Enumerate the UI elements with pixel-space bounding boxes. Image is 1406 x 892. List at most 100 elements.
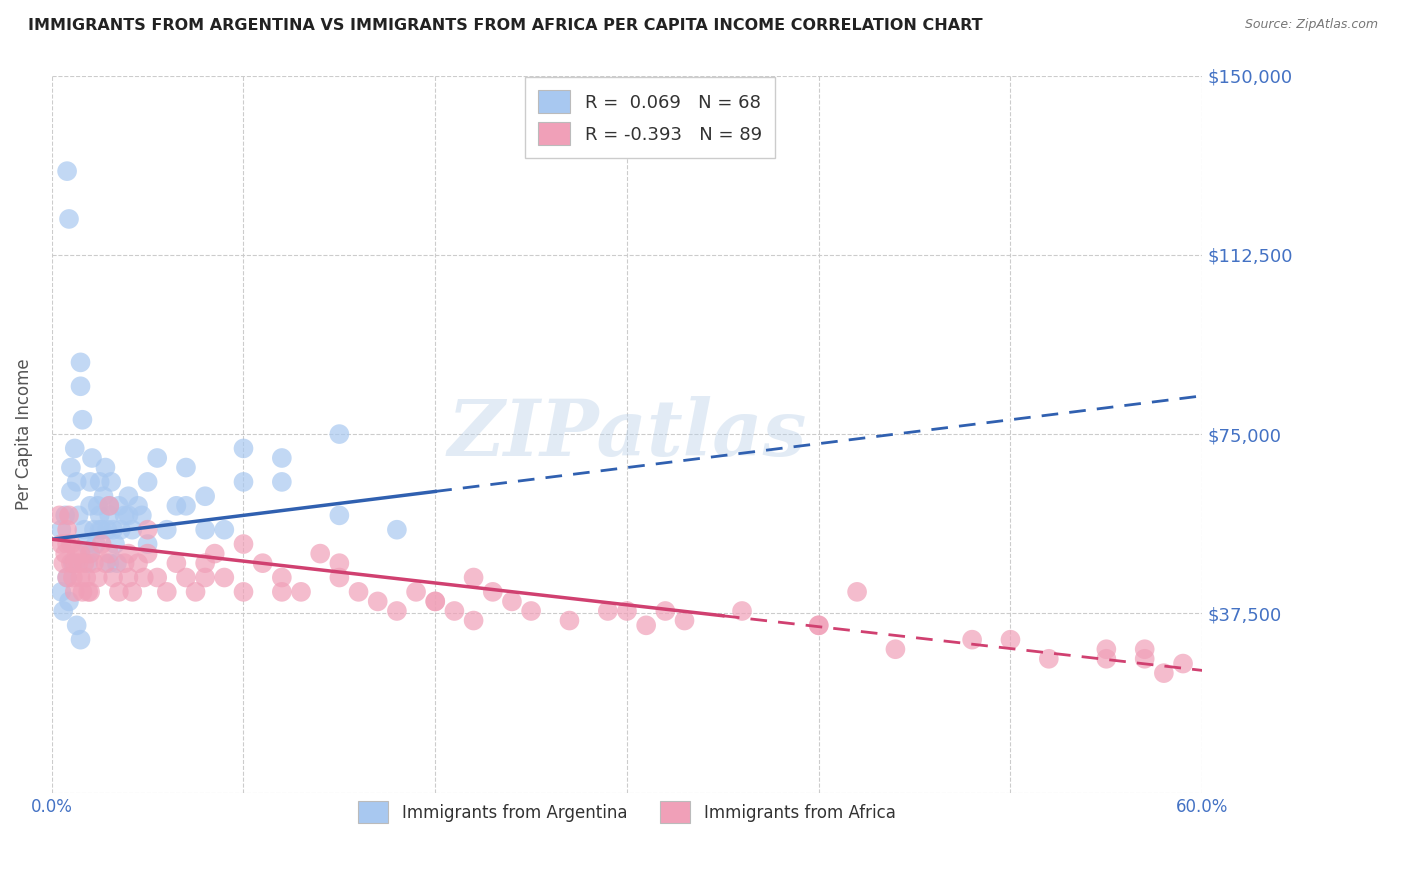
Text: Source: ZipAtlas.com: Source: ZipAtlas.com xyxy=(1244,18,1378,31)
Point xyxy=(270,585,292,599)
Point xyxy=(87,499,110,513)
Point xyxy=(93,489,115,503)
Point xyxy=(328,508,350,523)
Point xyxy=(72,585,94,599)
Point xyxy=(121,523,143,537)
Point xyxy=(174,499,197,513)
Point xyxy=(194,556,217,570)
Point xyxy=(75,537,97,551)
Point xyxy=(194,523,217,537)
Point xyxy=(67,556,90,570)
Point xyxy=(214,523,236,537)
Point xyxy=(79,547,101,561)
Point xyxy=(616,604,638,618)
Point xyxy=(1171,657,1194,671)
Point xyxy=(89,508,111,523)
Point xyxy=(73,556,96,570)
Point xyxy=(90,537,112,551)
Point xyxy=(77,585,100,599)
Point xyxy=(367,594,389,608)
Point xyxy=(48,508,70,523)
Point xyxy=(52,556,75,570)
Point xyxy=(1153,666,1175,681)
Point xyxy=(100,475,122,489)
Point xyxy=(596,604,619,618)
Point xyxy=(67,508,90,523)
Point xyxy=(79,547,101,561)
Point xyxy=(105,556,128,570)
Point xyxy=(58,594,80,608)
Point xyxy=(156,585,179,599)
Point xyxy=(108,585,131,599)
Point xyxy=(114,556,136,570)
Point xyxy=(347,585,370,599)
Point xyxy=(127,556,149,570)
Point xyxy=(156,523,179,537)
Point xyxy=(73,523,96,537)
Point xyxy=(98,499,121,513)
Point xyxy=(94,556,117,570)
Point xyxy=(56,570,79,584)
Point xyxy=(501,594,523,608)
Point xyxy=(69,570,91,584)
Point xyxy=(72,413,94,427)
Point xyxy=(79,475,101,489)
Point xyxy=(69,632,91,647)
Point xyxy=(1000,632,1022,647)
Point xyxy=(58,508,80,523)
Point xyxy=(110,523,132,537)
Point xyxy=(83,556,105,570)
Point xyxy=(558,614,581,628)
Point xyxy=(232,475,254,489)
Point xyxy=(66,475,89,489)
Point xyxy=(1095,652,1118,666)
Point xyxy=(636,618,658,632)
Point xyxy=(194,489,217,503)
Point xyxy=(79,499,101,513)
Point xyxy=(94,460,117,475)
Point xyxy=(63,585,86,599)
Point xyxy=(121,585,143,599)
Point xyxy=(463,570,485,584)
Point xyxy=(62,556,84,570)
Point xyxy=(1133,652,1156,666)
Point xyxy=(328,570,350,584)
Point xyxy=(146,450,169,465)
Point xyxy=(131,508,153,523)
Point xyxy=(59,556,82,570)
Point xyxy=(960,632,983,647)
Point xyxy=(136,475,159,489)
Point xyxy=(252,556,274,570)
Point xyxy=(58,211,80,226)
Point xyxy=(328,427,350,442)
Point xyxy=(56,537,79,551)
Point xyxy=(87,570,110,584)
Point xyxy=(165,499,187,513)
Point xyxy=(66,618,89,632)
Point xyxy=(174,460,197,475)
Point xyxy=(654,604,676,618)
Point xyxy=(98,547,121,561)
Point xyxy=(56,523,79,537)
Point xyxy=(108,499,131,513)
Point xyxy=(1038,652,1060,666)
Point xyxy=(136,547,159,561)
Point xyxy=(136,523,159,537)
Point xyxy=(127,499,149,513)
Point xyxy=(51,585,73,599)
Point xyxy=(89,523,111,537)
Point xyxy=(79,585,101,599)
Point xyxy=(132,570,155,584)
Point xyxy=(309,547,332,561)
Point xyxy=(66,547,89,561)
Point xyxy=(1133,642,1156,657)
Point xyxy=(63,442,86,456)
Point xyxy=(80,450,103,465)
Point xyxy=(846,585,869,599)
Point xyxy=(98,499,121,513)
Point xyxy=(98,508,121,523)
Point xyxy=(481,585,503,599)
Point xyxy=(165,556,187,570)
Point xyxy=(884,642,907,657)
Point xyxy=(425,594,447,608)
